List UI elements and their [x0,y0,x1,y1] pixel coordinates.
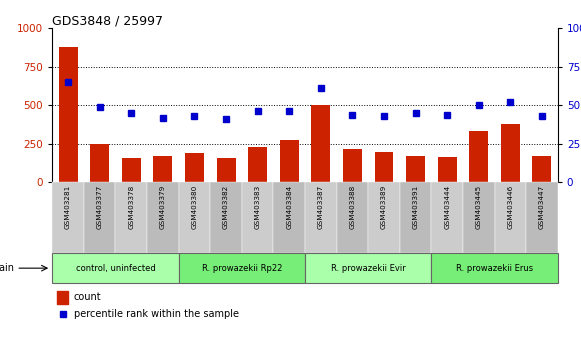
Bar [185,153,204,182]
Text: GSM403377: GSM403377 [96,184,103,229]
Bar [526,182,558,253]
Bar [122,158,141,182]
Text: GSM403382: GSM403382 [223,184,229,229]
Bar [153,156,173,182]
Bar [494,182,526,253]
Text: GSM403446: GSM403446 [507,184,514,229]
Bar [305,253,431,283]
Bar [406,156,425,182]
Bar [368,182,400,253]
Text: GSM403444: GSM403444 [444,184,450,229]
Bar [501,124,520,182]
Bar [375,152,393,182]
Bar [179,182,210,253]
Bar [463,182,494,253]
Bar [437,157,457,182]
Bar [336,182,368,253]
Bar [274,182,305,253]
Bar [279,140,299,182]
Text: R. prowazekii Rp22: R. prowazekii Rp22 [202,264,282,273]
Text: GSM403445: GSM403445 [476,184,482,229]
Bar [248,147,267,182]
Text: R. prowazekii Erus: R. prowazekii Erus [456,264,533,273]
Bar [469,131,488,182]
Bar [116,182,147,253]
Text: GSM403389: GSM403389 [381,184,387,229]
Text: GSM403380: GSM403380 [192,184,198,229]
Bar [431,253,558,283]
Text: GSM403388: GSM403388 [349,184,356,229]
Text: strain: strain [0,263,14,273]
Bar [305,182,336,253]
Text: GSM403281: GSM403281 [65,184,71,229]
Text: GSM403391: GSM403391 [413,184,418,229]
Bar [210,182,242,253]
Bar [58,291,69,304]
Bar [59,47,78,182]
Bar [90,144,109,182]
Bar [217,158,235,182]
Bar [84,182,116,253]
Bar [242,182,274,253]
Bar [343,149,362,182]
Text: count: count [74,292,101,302]
Bar [179,253,305,283]
Text: GSM403383: GSM403383 [254,184,261,229]
Text: GSM403378: GSM403378 [128,184,134,229]
Text: R. prowazekii Evir: R. prowazekii Evir [331,264,406,273]
Text: GSM403387: GSM403387 [318,184,324,229]
Bar [311,105,330,182]
Bar [52,182,84,253]
Text: GSM403379: GSM403379 [160,184,166,229]
Text: GSM403384: GSM403384 [286,184,292,229]
Text: GDS3848 / 25997: GDS3848 / 25997 [52,14,163,27]
Bar [431,182,463,253]
Text: percentile rank within the sample: percentile rank within the sample [74,309,239,319]
Bar [147,182,179,253]
Text: GSM403447: GSM403447 [539,184,545,229]
Text: control, uninfected: control, uninfected [76,264,155,273]
Bar [400,182,431,253]
Bar [532,156,551,182]
Bar [52,253,179,283]
